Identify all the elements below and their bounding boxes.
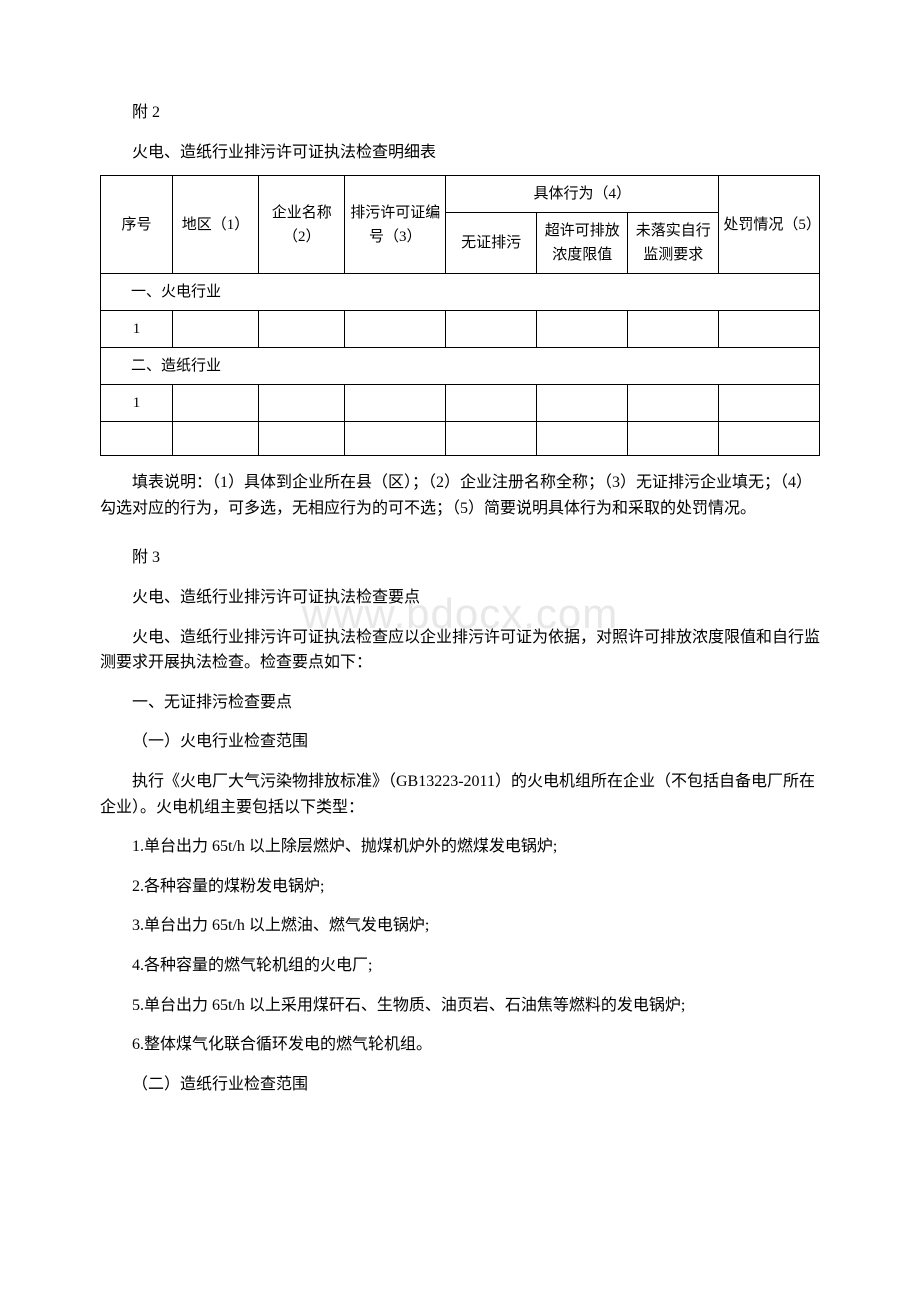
cell-permit	[345, 311, 446, 348]
section2-label: 二、造纸行业	[101, 348, 820, 385]
th-permit: 排污许可证编号（3）	[345, 176, 446, 274]
cell-no-permit	[446, 422, 537, 456]
attachment3-title: 火电、造纸行业排污许可证执法检查要点	[100, 585, 820, 611]
cell-permit	[345, 385, 446, 422]
th-monitor-label: 未落实自行	[632, 219, 714, 243]
cell-no-permit	[446, 311, 537, 348]
cell-num: 1	[101, 311, 173, 348]
th-behavior-group: 具体行为（4）	[446, 176, 719, 213]
cell-exceed	[537, 385, 628, 422]
cell-company	[259, 385, 345, 422]
list-item-5: 5.单台出力 65t/h 以上采用煤矸石、生物质、油页岩、石油焦等燃料的发电锅炉…	[100, 993, 820, 1019]
cell-penalty	[719, 385, 820, 422]
attachment2-label: 附 2	[100, 100, 820, 126]
cell-monitor	[628, 311, 719, 348]
th-region: 地区（1）	[172, 176, 258, 274]
list-item-1: 1.单台出力 65t/h 以上除层燃炉、抛煤机炉外的燃煤发电锅炉;	[100, 834, 820, 860]
heading-1: 一、无证排污检查要点	[100, 690, 820, 716]
attachment3-intro: 火电、造纸行业排污许可证执法检查应以企业排污许可证为依据，对照许可排放浓度限值和…	[100, 625, 820, 676]
section-row-2: 二、造纸行业	[101, 348, 820, 385]
th-no-permit: 无证排污	[446, 213, 537, 274]
cell-region	[172, 311, 258, 348]
cell-exceed	[537, 422, 628, 456]
cell-company	[259, 422, 345, 456]
cell-penalty	[719, 422, 820, 456]
table-row	[101, 422, 820, 456]
list-item-6: 6.整体煤气化联合循环发电的燃气轮机组。	[100, 1032, 820, 1058]
th-monitor-sub: 监测要求	[632, 243, 714, 267]
cell-permit	[345, 422, 446, 456]
th-exceed: 超许可排放 浓度限值	[537, 213, 628, 274]
cell-exceed	[537, 311, 628, 348]
cell-region	[172, 385, 258, 422]
th-penalty: 处罚情况（5）	[719, 176, 820, 274]
th-no-monitor: 未落实自行 监测要求	[628, 213, 719, 274]
list-item-2: 2.各种容量的煤粉发电锅炉;	[100, 874, 820, 900]
heading-3: （二）造纸行业检查范围	[100, 1072, 820, 1098]
table-header-row1: 序号 地区（1） 企业名称（2） 排污许可证编号（3） 具体行为（4） 处罚情况…	[101, 176, 820, 213]
attachment3-label: 附 3	[100, 545, 820, 571]
explain-text: 填表说明：（1）具体到企业所在县（区）；（2）企业注册名称全称；（3）无证排污企…	[100, 470, 820, 521]
table-row: 1	[101, 385, 820, 422]
heading-2: （一）火电行业检查范围	[100, 729, 820, 755]
cell-num	[101, 422, 173, 456]
list-item-4: 4.各种容量的燃气轮机组的火电厂;	[100, 953, 820, 979]
th-exceed-label: 超许可排放	[541, 219, 623, 243]
section1-label: 一、火电行业	[101, 274, 820, 311]
cell-no-permit	[446, 385, 537, 422]
inspection-table: 序号 地区（1） 企业名称（2） 排污许可证编号（3） 具体行为（4） 处罚情况…	[100, 175, 820, 456]
table-row: 1	[101, 311, 820, 348]
cell-company	[259, 311, 345, 348]
para-1: 执行《火电厂大气污染物排放标准》（GB13223-2011）的火电机组所在企业（…	[100, 769, 820, 820]
cell-num: 1	[101, 385, 173, 422]
cell-region	[172, 422, 258, 456]
th-company: 企业名称（2）	[259, 176, 345, 274]
cell-penalty	[719, 311, 820, 348]
cell-monitor	[628, 385, 719, 422]
section-row-1: 一、火电行业	[101, 274, 820, 311]
list-item-3: 3.单台出力 65t/h 以上燃油、燃气发电锅炉;	[100, 913, 820, 939]
attachment2-title: 火电、造纸行业排污许可证执法检查明细表	[100, 140, 820, 166]
th-exceed-sub: 浓度限值	[541, 243, 623, 267]
cell-monitor	[628, 422, 719, 456]
th-serial: 序号	[101, 176, 173, 274]
